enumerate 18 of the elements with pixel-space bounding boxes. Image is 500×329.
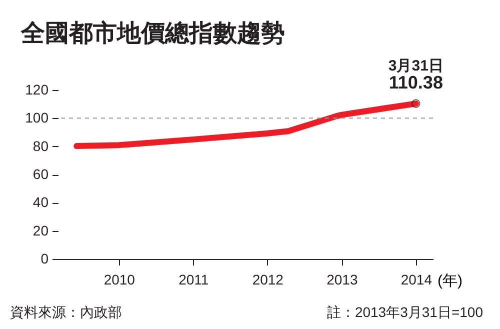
text: 註：2013年3月31日=100 [326,304,484,320]
y-tick-label: 120 [25,82,49,98]
y-tick-label: 0 [40,250,49,266]
y-tick-label: 20 [32,222,49,238]
x-tick-label: 2014 [400,272,432,288]
y-tick-label: 60 [32,166,49,182]
source-note: 資料來源：內政部 [10,304,122,320]
x-tick-label: 2010 [104,272,136,288]
x-tick-label: 2013 [326,272,358,288]
x-axis-title: (年) [438,272,462,290]
x-tick-label: 2011 [178,272,209,288]
chart-title: 全國都市地價總指數趨勢 [20,20,285,47]
annotation: 110.38 [388,72,443,93]
y-tick-label: 100 [25,110,49,126]
x-tick-label: 2012 [252,272,284,288]
y-tick-label: 40 [32,194,49,210]
annotation: 3月31日 [388,58,444,75]
y-tick-label: 80 [32,138,49,154]
